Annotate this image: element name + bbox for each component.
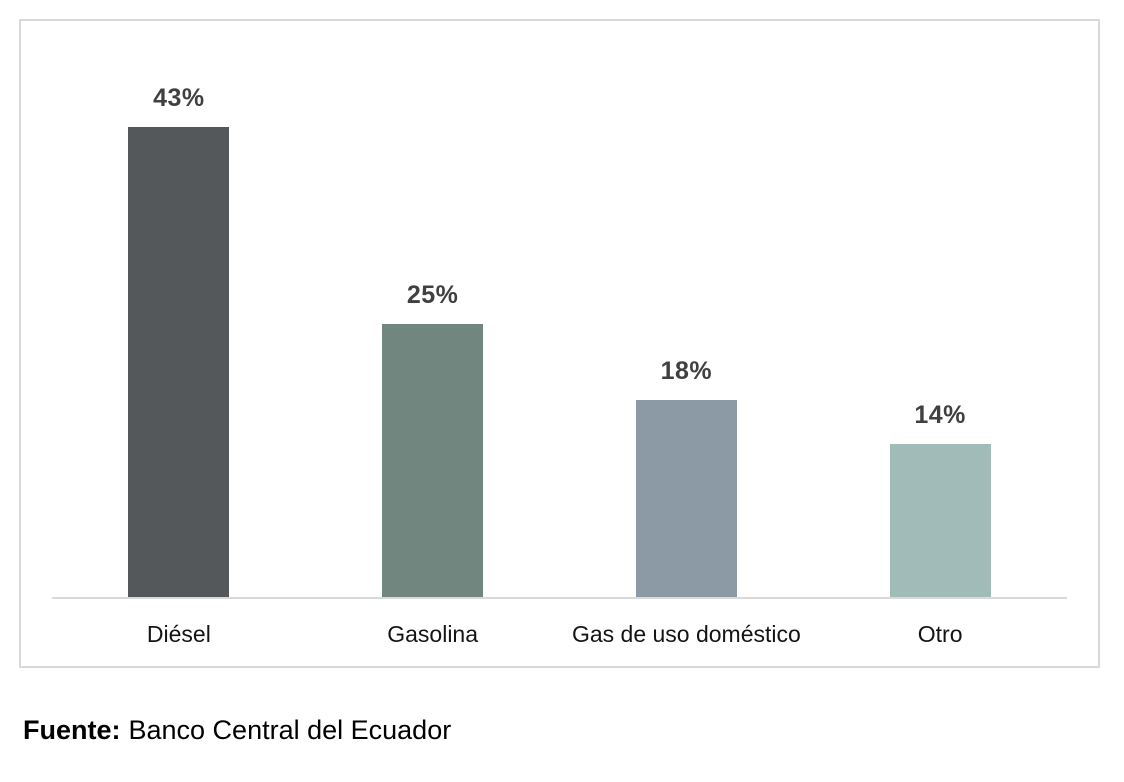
source-note-text: Banco Central del Ecuador xyxy=(128,715,452,745)
bar-slot-gasolina: 25% xyxy=(306,21,560,597)
bar-value-label-diesel: 43% xyxy=(153,84,205,112)
source-note-label: Fuente: xyxy=(23,715,121,745)
plot-area: 43% 25% 18% 14% xyxy=(52,21,1067,599)
bar-gasolina xyxy=(382,324,484,597)
bar-otro xyxy=(889,444,991,597)
category-labels-row: Diésel Gasolina Gas de uso doméstico Otro xyxy=(52,621,1067,648)
category-label-otro: Otro xyxy=(917,621,963,647)
bar-diesel xyxy=(128,127,230,597)
chart-frame: 43% 25% 18% 14% Diésel Gasolina Gas de uso do… xyxy=(19,19,1100,668)
category-label-gasolina: Gasolina xyxy=(387,621,479,647)
bar-slot-diesel: 43% xyxy=(52,21,306,597)
source-note: Fuente: Banco Central del Ecuador xyxy=(23,714,451,747)
bar-value-label-gas-de-uso-domestico: 18% xyxy=(660,357,713,385)
bar-slot-otro: 14% xyxy=(813,21,1067,597)
category-label-diesel: Diésel xyxy=(146,621,211,647)
category-label-gas-de-uso-domestico: Gas de uso doméstico xyxy=(571,621,801,647)
bar-gas-de-uso-domestico xyxy=(635,400,737,597)
bar-value-label-gasolina: 25% xyxy=(406,281,459,309)
bar-value-label-otro: 14% xyxy=(914,401,966,429)
bar-slot-gas-de-uso-domestico: 18% xyxy=(560,21,814,597)
